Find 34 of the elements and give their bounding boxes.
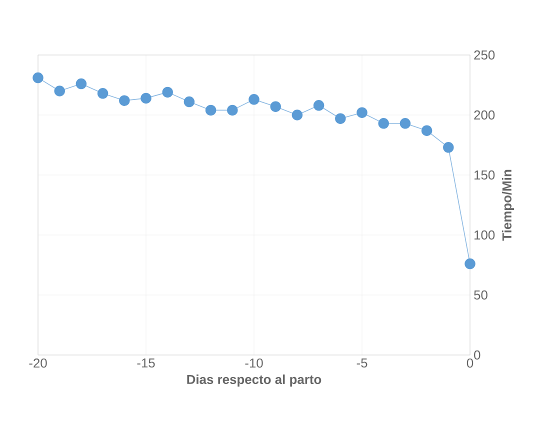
point	[270, 101, 281, 112]
point	[54, 86, 65, 96]
point	[400, 118, 411, 129]
point	[205, 104, 216, 116]
y-axis-title: Tiempo/Min	[502, 170, 514, 241]
x-tick-label: 0	[466, 358, 474, 368]
y-tick-label: 0	[474, 350, 480, 360]
y-tick-label: 150	[474, 170, 495, 180]
point	[464, 258, 476, 270]
point	[335, 113, 346, 124]
point	[356, 107, 368, 118]
y-tick-label: 250	[474, 50, 495, 60]
point	[443, 142, 454, 153]
x-tick-label: -15	[137, 358, 155, 368]
point	[119, 95, 130, 106]
x-tick-label: -5	[356, 358, 368, 368]
y-tick-label: 100	[474, 230, 495, 240]
x-tick-label: -20	[29, 358, 47, 368]
point	[32, 72, 44, 84]
x-axis-title: Dias respecto al parto	[187, 374, 322, 387]
point	[378, 118, 389, 129]
point	[313, 100, 324, 111]
point	[421, 125, 432, 136]
point	[292, 110, 303, 120]
point	[76, 78, 87, 90]
point	[248, 94, 260, 105]
point	[162, 86, 173, 98]
point	[184, 96, 195, 108]
y-tick-label: 200	[474, 110, 495, 120]
point	[97, 88, 108, 99]
point	[227, 104, 238, 116]
x-tick-label: -10	[245, 358, 263, 368]
point	[140, 92, 152, 104]
y-tick-label: 50	[474, 290, 488, 300]
